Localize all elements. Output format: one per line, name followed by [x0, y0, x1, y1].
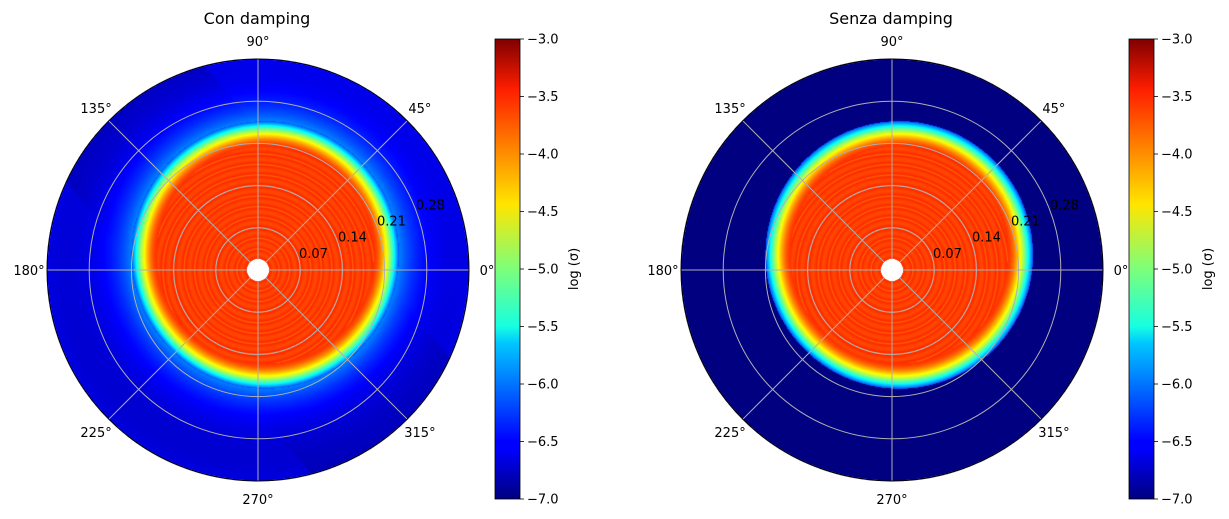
angle-tick-labels: 0° 45° 90° 135° 180° 225° 270° 315°	[13, 35, 494, 508]
panel-senza-damping: Senza damping 0.07 0.14 0.21 0.28 0° 45°…	[647, 9, 1216, 508]
angular-grid-line	[257, 269, 408, 420]
angle-tick-label: 270°	[242, 493, 273, 508]
colorbar-tick-label: −4.0	[1161, 148, 1193, 163]
chart-title: Senza damping	[829, 9, 953, 28]
radial-tick-label: 0.21	[1011, 215, 1040, 230]
radial-tick-label: 0.07	[933, 247, 962, 262]
angular-grid-line	[108, 269, 259, 420]
angle-tick-label: 225°	[80, 426, 111, 441]
angle-tick-label: 180°	[13, 264, 44, 279]
radial-tick-label: 0.28	[1050, 198, 1079, 213]
colorbar-tick-label: −6.5	[527, 435, 559, 450]
angular-grid-line	[891, 120, 1042, 271]
angular-grid-line	[742, 120, 893, 271]
colorbar-tick-label: −7.0	[1161, 493, 1193, 508]
colorbar-gradient	[1128, 38, 1155, 500]
colorbar-tick-label: −6.5	[1161, 435, 1193, 450]
polar-grid	[46, 58, 470, 482]
chart-title: Con damping	[204, 9, 311, 28]
radial-tick-label: 0.21	[377, 215, 406, 230]
angle-tick-label: 270°	[876, 493, 907, 508]
radial-tick-label: 0.07	[299, 247, 328, 262]
colorbar-label: log (σ)	[567, 248, 582, 290]
colorbar-label: log (σ)	[1201, 248, 1216, 290]
colorbar-tick-label: −6.0	[1161, 378, 1193, 393]
angle-tick-label: 315°	[1038, 426, 1069, 441]
colorbar-tick-label: −4.0	[527, 148, 559, 163]
angle-tick-label: 315°	[404, 426, 435, 441]
angle-tick-label: 45°	[1042, 102, 1065, 117]
angle-tick-label: 135°	[714, 102, 745, 117]
center-hole	[247, 259, 269, 281]
colorbar-tick-label: −5.5	[1161, 320, 1193, 335]
colorbar-tick-label: −4.5	[1161, 205, 1193, 220]
angular-grid-line	[742, 269, 893, 420]
colorbar-gradient	[494, 38, 521, 500]
colorbar-ticks: −3.0 −3.5 −4.0 −4.5 −5.0 −5.5 −6.0 −6.5 …	[520, 33, 559, 508]
colorbar-tick-label: −5.0	[1161, 263, 1193, 278]
angle-tick-labels: 0° 45° 90° 135° 180° 225° 270° 315°	[647, 35, 1128, 508]
angular-grid-line	[891, 269, 1042, 420]
radial-tick-labels: 0.07 0.14 0.21 0.28	[933, 198, 1079, 261]
polar-frame	[46, 58, 470, 482]
colorbar-tick-label: −4.5	[527, 205, 559, 220]
angle-tick-label: 135°	[80, 102, 111, 117]
colorbar-tick-label: −6.0	[527, 378, 559, 393]
angular-grid-line	[257, 120, 408, 271]
radial-tick-labels: 0.07 0.14 0.21 0.28	[299, 198, 445, 261]
colorbar-tick-label: −7.0	[527, 493, 559, 508]
polar-grid	[680, 58, 1104, 482]
colorbar-tick-label: −5.5	[527, 320, 559, 335]
angle-tick-label: 0°	[480, 264, 495, 279]
colorbar: −3.0 −3.5 −4.0 −4.5 −5.0 −5.5 −6.0 −6.5 …	[1128, 33, 1216, 508]
polar-frame	[680, 58, 1104, 482]
colorbar-tick-label: −5.0	[527, 263, 559, 278]
colorbar-tick-label: −3.5	[527, 90, 559, 105]
angle-tick-label: 225°	[714, 426, 745, 441]
angle-tick-label: 45°	[408, 102, 431, 117]
panel-con-damping: Con damping 0.07 0.14 0.21 0.28 0° 45° 9…	[13, 9, 582, 508]
colorbar-tick-label: −3.0	[1161, 33, 1193, 48]
radial-tick-label: 0.14	[972, 231, 1001, 246]
colorbar-ticks: −3.0 −3.5 −4.0 −4.5 −5.0 −5.5 −6.0 −6.5 …	[1154, 33, 1193, 508]
angle-tick-label: 180°	[647, 264, 678, 279]
center-hole	[881, 259, 903, 281]
angular-grid-line	[108, 120, 259, 271]
radial-tick-label: 0.14	[338, 231, 367, 246]
colorbar: −3.0 −3.5 −4.0 −4.5 −5.0 −5.5 −6.0 −6.5 …	[494, 33, 582, 508]
colorbar-tick-label: −3.5	[1161, 90, 1193, 105]
colorbar-tick-label: −3.0	[527, 33, 559, 48]
radial-tick-label: 0.28	[416, 198, 445, 213]
angle-tick-label: 90°	[880, 35, 903, 50]
angle-tick-label: 0°	[1114, 264, 1129, 279]
angle-tick-label: 90°	[246, 35, 269, 50]
